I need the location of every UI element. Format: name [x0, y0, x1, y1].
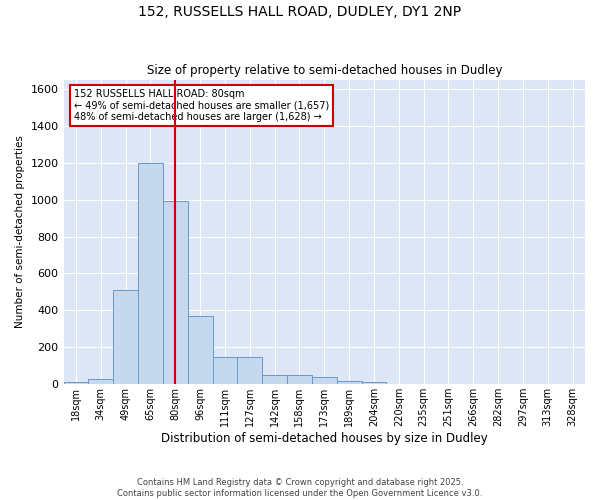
Bar [113, 290, 138, 384]
Bar [287, 375, 312, 384]
Text: 152 RUSSELLS HALL ROAD: 80sqm
← 49% of semi-detached houses are smaller (1,657)
: 152 RUSSELLS HALL ROAD: 80sqm ← 49% of s… [74, 88, 329, 122]
Bar [312, 377, 337, 384]
Bar [163, 202, 188, 384]
Bar [188, 316, 212, 384]
Bar [238, 356, 262, 384]
Bar [337, 380, 362, 384]
Bar [362, 382, 386, 384]
Bar [138, 162, 163, 384]
Title: Size of property relative to semi-detached houses in Dudley: Size of property relative to semi-detach… [146, 64, 502, 77]
Y-axis label: Number of semi-detached properties: Number of semi-detached properties [15, 136, 25, 328]
Bar [64, 382, 88, 384]
Text: 152, RUSSELLS HALL ROAD, DUDLEY, DY1 2NP: 152, RUSSELLS HALL ROAD, DUDLEY, DY1 2NP [139, 5, 461, 19]
X-axis label: Distribution of semi-detached houses by size in Dudley: Distribution of semi-detached houses by … [161, 432, 488, 445]
Bar [88, 379, 113, 384]
Text: Contains HM Land Registry data © Crown copyright and database right 2025.
Contai: Contains HM Land Registry data © Crown c… [118, 478, 482, 498]
Bar [262, 375, 287, 384]
Bar [212, 356, 238, 384]
